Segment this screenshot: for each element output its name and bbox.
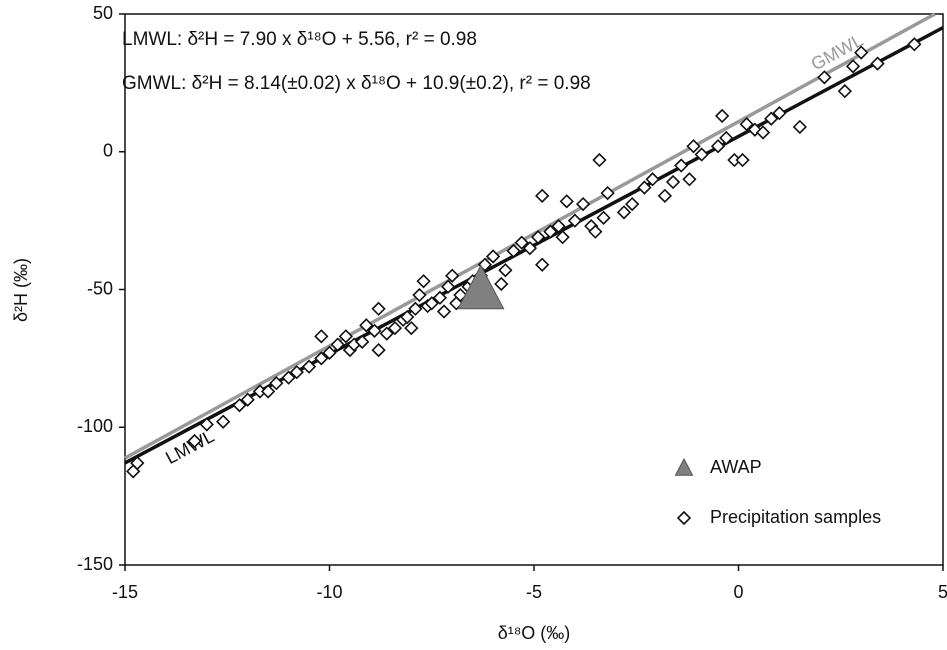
diamond-marker	[506, 243, 521, 259]
diamond-marker	[432, 290, 448, 305]
diamond-marker	[216, 414, 231, 429]
annotation: LMWL: δ²H = 7.90 x δ¹⁸O + 5.56, r² = 0.9…	[122, 29, 477, 50]
diamond-marker	[371, 342, 386, 358]
diamond-marker	[367, 323, 382, 338]
diamond-marker	[436, 304, 452, 319]
diamond-marker	[686, 139, 701, 154]
diamond-marker	[530, 230, 546, 245]
x-axis-label: δ¹⁸O (‰)	[498, 623, 571, 643]
diamond-marker	[645, 172, 660, 187]
diamond-marker	[130, 455, 145, 471]
diamond-marker	[408, 301, 423, 316]
y-axis-label: δ²H (‰)	[11, 258, 31, 322]
x-tick-label: -10	[316, 582, 342, 602]
diamond-marker	[301, 359, 317, 374]
diamond-marker	[719, 130, 734, 146]
diamond-marker	[837, 84, 852, 99]
triangle-marker	[457, 264, 505, 310]
diamond-marker	[535, 257, 550, 272]
diamond-marker	[412, 287, 427, 303]
x-tick-label: -15	[112, 582, 138, 602]
diamond-marker	[739, 117, 754, 132]
diamond-marker	[817, 70, 832, 85]
diamond-marker	[424, 296, 439, 311]
diamond-marker	[416, 274, 431, 289]
diamond-marker	[543, 224, 558, 239]
diamond-marker	[559, 194, 574, 209]
diamond-marker	[755, 125, 771, 140]
diamond-marker	[596, 210, 611, 226]
diamond-marker	[269, 376, 284, 391]
diamond-marker	[359, 318, 374, 333]
diamond-marker	[232, 398, 247, 413]
diamond-marker	[600, 185, 615, 201]
legend-label: AWAP	[710, 457, 762, 477]
diamond-marker	[555, 230, 570, 245]
diamond-marker	[199, 417, 214, 432]
diamond-marker	[575, 196, 591, 212]
diamond-marker	[371, 301, 386, 316]
diamond-marker	[314, 329, 329, 344]
diamond-marker	[261, 384, 276, 399]
y-tick-label: -150	[77, 554, 113, 574]
diamond-marker	[710, 139, 726, 154]
diamond-marker	[187, 433, 202, 449]
diamond-marker	[289, 365, 304, 380]
diamond-marker	[715, 108, 730, 124]
legend-symbol	[674, 457, 694, 476]
diamond-marker	[616, 205, 632, 220]
diamond-marker	[907, 37, 922, 52]
diamond-marker	[870, 56, 885, 71]
diamond-marker	[355, 334, 370, 349]
diamond-marker	[281, 370, 296, 385]
diamond-marker	[588, 224, 603, 239]
diamond-marker	[792, 119, 807, 135]
diamond-marker	[535, 188, 550, 203]
y-tick-label: -50	[87, 278, 113, 298]
y-tick-label: -100	[77, 416, 113, 436]
legend-label: Precipitation samples	[710, 507, 881, 527]
diamond-marker	[694, 147, 709, 162]
diamond-marker	[674, 158, 689, 173]
diamond-marker	[854, 45, 869, 60]
diamond-marker	[682, 172, 697, 187]
diamond-marker	[657, 188, 673, 203]
diamond-marker	[625, 196, 640, 212]
diamond-marker	[845, 59, 861, 74]
diamond-marker	[494, 276, 509, 292]
diamond-marker	[314, 351, 329, 366]
diamond-marker	[338, 329, 353, 344]
diamond-marker	[387, 320, 403, 336]
x-tick-label: 0	[733, 582, 743, 602]
diamond-marker	[379, 326, 394, 341]
diamond-marker	[514, 235, 529, 250]
y-tick-label: 0	[103, 141, 113, 161]
diamond-marker	[498, 263, 513, 278]
diamond-marker	[445, 268, 460, 283]
diamond-marker	[522, 241, 538, 256]
x-tick-label: 5	[938, 582, 947, 602]
diamond-marker	[764, 111, 779, 126]
diamond-marker	[551, 219, 566, 234]
diamond-marker	[592, 152, 607, 168]
diamond-marker	[440, 279, 456, 294]
diamond-marker	[485, 249, 501, 264]
plot-frame	[124, 13, 944, 566]
diamond-marker	[330, 337, 345, 352]
legend-symbol	[676, 510, 692, 526]
regression-line	[124, 12, 936, 460]
diamond-marker	[772, 106, 787, 121]
x-tick-label: -5	[526, 582, 542, 602]
diamond-marker	[665, 174, 681, 190]
annotation: GMWL: δ²H = 8.14(±0.02) x δ¹⁸O + 10.9(±0…	[122, 73, 591, 94]
diamond-marker	[322, 345, 337, 360]
diamond-marker	[637, 180, 652, 195]
diamond-marker	[735, 152, 750, 168]
diamond-marker	[404, 320, 419, 336]
diamond-marker	[240, 392, 255, 407]
y-tick-label: 50	[93, 3, 113, 23]
diamond-marker	[400, 309, 415, 325]
diamond-marker	[567, 213, 583, 228]
